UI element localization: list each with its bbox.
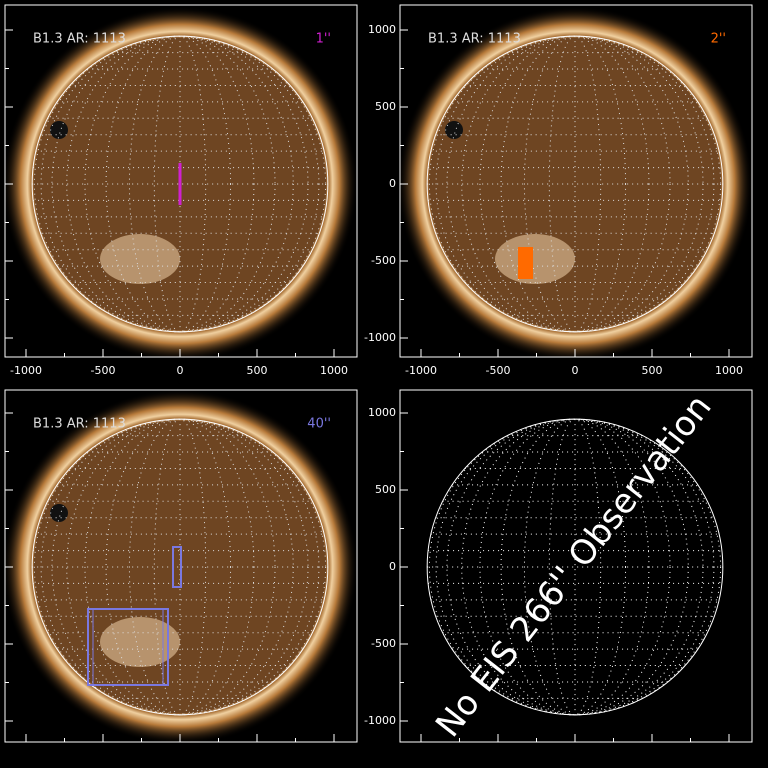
- raster: [172, 546, 182, 588]
- title: B1.3 AR: 1113: [428, 32, 521, 47]
- y-tick-label: -1000: [364, 331, 396, 344]
- slit-label: 2'': [711, 32, 726, 47]
- coronal-hole: [50, 504, 68, 522]
- slit: [518, 247, 533, 279]
- y-tick-label: -1000: [364, 714, 396, 727]
- longitude-line: [500, 418, 650, 716]
- x-tick-label: 500: [247, 364, 268, 377]
- limb: [31, 418, 329, 716]
- longitude-line: [84, 35, 276, 333]
- longitude-line: [153, 35, 207, 333]
- limb: [426, 418, 724, 716]
- y-tick-label: -500: [371, 254, 396, 267]
- coronal-hole: [50, 121, 68, 139]
- longitude-line: [105, 418, 255, 716]
- longitude-line: [105, 35, 255, 333]
- raster: [92, 608, 164, 686]
- title: B1.3 AR: 1113: [33, 32, 126, 47]
- y-tick-label: 500: [375, 100, 396, 113]
- x-tick-label: 0: [572, 364, 579, 377]
- coronal-hole: [445, 121, 463, 139]
- frame: [399, 389, 753, 743]
- y-tick-label: 500: [375, 483, 396, 496]
- sun-image: [400, 6, 752, 357]
- slit-label: 1'': [316, 32, 331, 47]
- longitude-line: [479, 418, 671, 716]
- frame: [4, 4, 358, 358]
- y-tick-label: 1000: [368, 23, 396, 36]
- x-tick-label: -500: [486, 364, 511, 377]
- frame: [4, 389, 358, 743]
- x-tick-label: 1000: [320, 364, 348, 377]
- longitude-line: [153, 418, 207, 716]
- slit-label: 40'': [307, 417, 331, 432]
- limb: [31, 35, 329, 333]
- longitude-line: [479, 35, 671, 333]
- frame: [399, 4, 753, 358]
- limb: [426, 35, 724, 333]
- x-tick-label: -500: [91, 364, 116, 377]
- title: B1.3 AR: 1113: [33, 417, 126, 432]
- x-tick-label: 0: [177, 364, 184, 377]
- x-tick-label: -1000: [405, 364, 437, 377]
- y-tick-label: 0: [389, 177, 396, 190]
- active-region: [100, 617, 180, 667]
- y-tick-label: -500: [371, 637, 396, 650]
- y-tick-label: 1000: [368, 406, 396, 419]
- y-tick-label: 0: [389, 560, 396, 573]
- active-region: [100, 234, 180, 284]
- longitude-line: [84, 418, 276, 716]
- x-tick-label: -1000: [10, 364, 42, 377]
- x-tick-label: 1000: [715, 364, 743, 377]
- active-region: [495, 234, 575, 284]
- x-tick-label: 500: [642, 364, 663, 377]
- longitude-line: [500, 35, 650, 333]
